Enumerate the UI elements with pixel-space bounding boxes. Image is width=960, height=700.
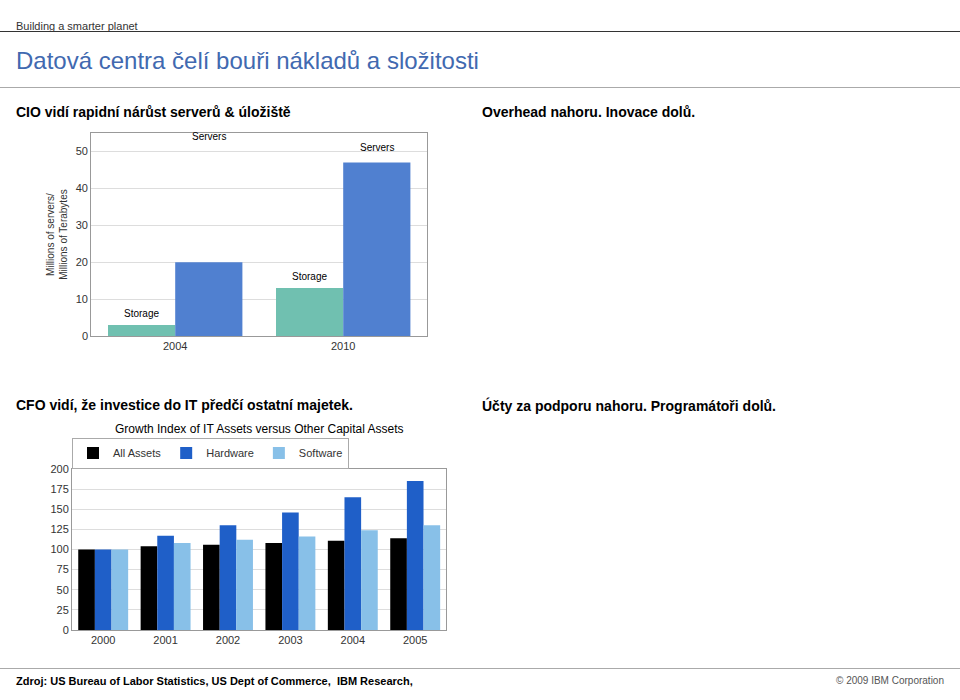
svg-text:Storage: Storage: [292, 271, 327, 282]
svg-text:2003: 2003: [278, 634, 302, 646]
svg-text:Datová centra čelí bouři nákla: Datová centra čelí bouři nákladů a složi…: [16, 47, 479, 74]
svg-text:50: 50: [57, 584, 69, 596]
svg-text:50: 50: [76, 145, 88, 157]
svg-text:2004: 2004: [163, 340, 187, 352]
svg-text:Overhead nahoru. Inovace dolů.: Overhead nahoru. Inovace dolů.: [482, 104, 695, 120]
svg-text:2010: 2010: [331, 340, 355, 352]
svg-text:Growth Index of IT Assets vers: Growth Index of IT Assets versus Other C…: [115, 422, 404, 436]
svg-text:Millions of servers/Millions o: Millions of servers/Millions of Terabyte…: [45, 189, 69, 279]
svg-text:25: 25: [57, 604, 69, 616]
svg-text:200: 200: [50, 463, 68, 475]
svg-text:All Assets: All Assets: [113, 447, 161, 459]
svg-text:2002: 2002: [216, 634, 240, 646]
svg-text:2000: 2000: [91, 634, 115, 646]
svg-text:0: 0: [63, 624, 69, 636]
svg-text:2001: 2001: [153, 634, 177, 646]
svg-text:0: 0: [82, 330, 88, 342]
svg-text:Storage: Storage: [124, 308, 159, 319]
svg-text:Building a smarter planet: Building a smarter planet: [16, 20, 138, 32]
svg-text:150: 150: [50, 503, 68, 515]
svg-text:175: 175: [50, 483, 68, 495]
svg-text:Servers: Servers: [360, 142, 394, 153]
svg-text:20: 20: [76, 256, 88, 268]
svg-text:125: 125: [50, 523, 68, 535]
svg-text:10: 10: [76, 293, 88, 305]
svg-text:40: 40: [76, 182, 88, 194]
svg-text:Účty za podporu nahoru. Progra: Účty za podporu nahoru. Programátoři dol…: [482, 397, 776, 414]
svg-text:CIO vidí rapidní nárůst server: CIO vidí rapidní nárůst serverů & úložiš…: [16, 104, 291, 120]
svg-text:2005: 2005: [403, 634, 427, 646]
svg-text:CFO vidí, že investice do IT p: CFO vidí, že investice do IT předčí osta…: [16, 397, 353, 413]
svg-text:75: 75: [57, 563, 69, 575]
svg-text:© 2009 IBM Corporation: © 2009 IBM Corporation: [836, 675, 944, 686]
svg-text:Hardware: Hardware: [206, 447, 254, 459]
svg-text:Software: Software: [299, 447, 342, 459]
svg-text:30: 30: [76, 219, 88, 231]
svg-text:2004: 2004: [341, 634, 365, 646]
svg-text:100: 100: [50, 543, 68, 555]
svg-text:Servers: Servers: [192, 131, 226, 142]
svg-text:Zdroj: US Bureau of Labor Stat: Zdroj: US Bureau of Labor Statistics, US…: [16, 675, 413, 687]
